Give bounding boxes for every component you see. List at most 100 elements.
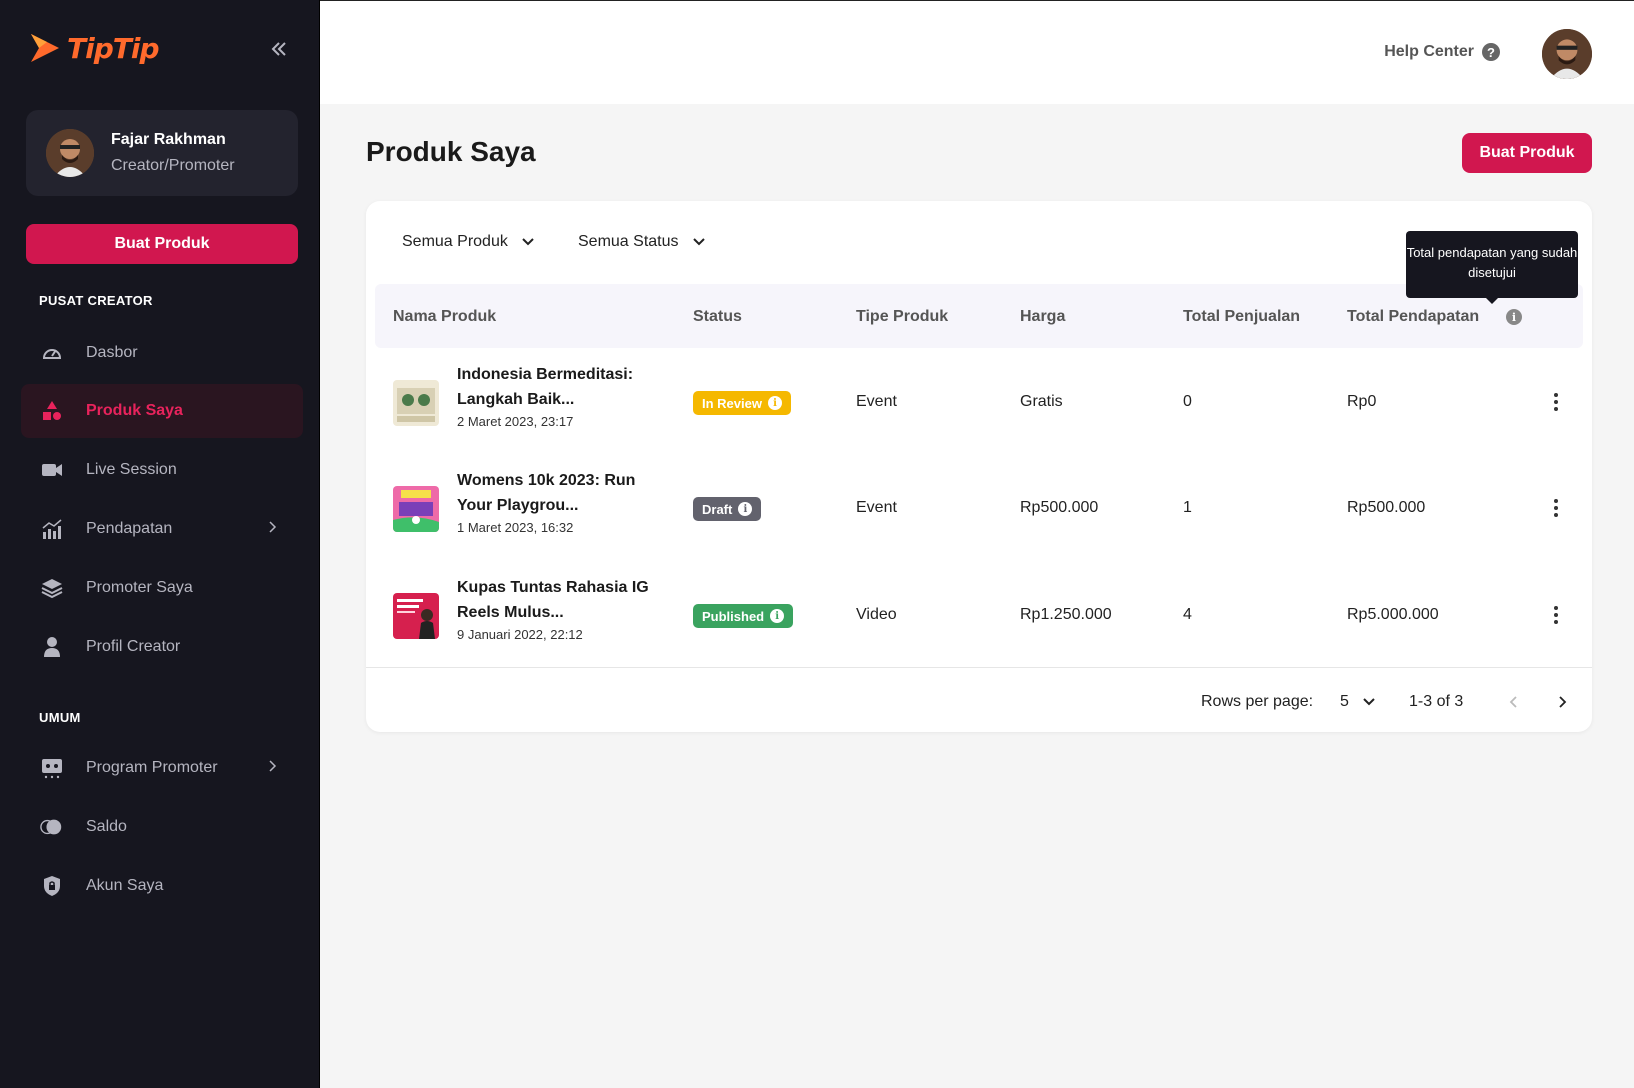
sidebar-item-label: Pendapatan (86, 520, 173, 537)
product-sales: 4 (1183, 606, 1192, 623)
sidebar-item-pendapatan[interactable]: Pendapatan (21, 502, 303, 556)
status-badge[interactable]: Draft i (693, 497, 762, 521)
sidebar-item-label: Dasbor (86, 344, 138, 361)
row-menu-button[interactable] (1544, 390, 1568, 414)
rows-per-page-value: 5 (1340, 693, 1349, 710)
sidebar-item-promoter-saya[interactable]: Promoter Saya (21, 561, 303, 615)
chevron-right-icon (1559, 696, 1567, 708)
user-avatar[interactable] (1542, 29, 1592, 79)
product-revenue: Rp0 (1347, 393, 1377, 410)
product-name[interactable]: Womens 10k 2023: Run Your Playgrou... (457, 468, 667, 518)
status-filter-dropdown[interactable]: Semua Status (578, 233, 707, 251)
product-price: Rp500.000 (1020, 499, 1099, 516)
product-name-line2: Your Playgrou... (457, 497, 579, 514)
product-sales: 0 (1183, 393, 1192, 410)
sidebar-item-profil-creator[interactable]: Profil Creator (21, 620, 303, 674)
product-thumbnail (393, 593, 439, 639)
sidebar-item-label: Program Promoter (86, 759, 218, 776)
sidebar-item-label: Saldo (86, 818, 127, 835)
product-name[interactable]: Indonesia Bermeditasi: Langkah Baik... (457, 362, 667, 412)
sidebar-item-program-promoter[interactable]: Program Promoter (21, 741, 303, 795)
lock-shield-icon (40, 874, 64, 898)
status-badge-label: Draft (702, 501, 733, 517)
product-date: 9 Januari 2022, 22:12 (457, 627, 583, 642)
sidebar-item-produk-saya[interactable]: Produk Saya (21, 384, 303, 438)
avatar (46, 129, 94, 177)
table-row[interactable]: Kupas Tuntas Rahasia IG Reels Mulus... 9 … (366, 563, 1592, 669)
product-type: Event (856, 499, 897, 516)
status-badge-label: Published (702, 608, 765, 624)
brand-name: TipTip (67, 31, 159, 65)
product-sales: 1 (1183, 499, 1192, 516)
bar-chart-icon (40, 517, 64, 541)
profile-role: Creator/Promoter (111, 157, 235, 174)
help-center-label: Help Center (1384, 43, 1474, 60)
sidebar-item-live-session[interactable]: Live Session (21, 443, 303, 497)
layers-icon (40, 576, 64, 600)
row-menu-button[interactable] (1544, 496, 1568, 520)
previous-page-button[interactable] (1502, 690, 1526, 714)
product-thumbnail (393, 380, 439, 426)
sidebar-item-dasbor[interactable]: Dasbor (21, 326, 303, 380)
chevron-down-icon (692, 238, 705, 246)
table-row[interactable]: Womens 10k 2023: Run Your Playgrou... 1 M… (366, 456, 1592, 562)
sidebar-item-label: Akun Saya (86, 877, 164, 894)
product-date: 1 Maret 2023, 16:32 (457, 520, 574, 535)
pagination-range: 1-3 of 3 (1409, 693, 1464, 710)
column-header-sales[interactable]: Total Penjualan (1183, 308, 1301, 325)
table-divider (366, 667, 1592, 668)
kebab-menu-icon (1554, 393, 1558, 411)
sidebar-item-saldo[interactable]: Saldo (21, 800, 303, 854)
product-name-line1: Indonesia Bermeditasi: (457, 366, 634, 383)
rows-per-page-label: Rows per page: (1201, 693, 1314, 710)
column-header-price[interactable]: Harga (1020, 308, 1066, 325)
profile-name: Fajar Rakhman (111, 131, 226, 148)
video-camera-icon (40, 458, 64, 482)
create-product-button[interactable]: Buat Produk (1462, 133, 1592, 173)
question-icon: ? (1482, 43, 1500, 61)
product-name-line1: Kupas Tuntas Rahasia IG (457, 579, 649, 596)
sidebar: TipTip Fajar Rakhman Creator/Promoter Bu… (0, 0, 320, 1088)
speedometer-icon (40, 341, 64, 365)
sidebar-create-product-button[interactable]: Buat Produk (26, 224, 298, 264)
chevron-down-icon (522, 238, 534, 246)
sidebar-item-label: Profil Creator (86, 638, 181, 655)
table-row[interactable]: Indonesia Bermeditasi: Langkah Baik... 2 … (366, 350, 1592, 456)
product-filter-value: Semua Produk (402, 233, 508, 250)
next-page-button[interactable] (1550, 690, 1574, 714)
chevron-right-icon (269, 760, 277, 772)
double-chevron-left-icon (271, 42, 286, 56)
chevron-down-icon (1363, 698, 1375, 706)
coins-icon (40, 815, 64, 839)
product-price: Rp1.250.000 (1020, 606, 1112, 623)
info-icon[interactable]: i (1506, 309, 1522, 325)
product-name[interactable]: Kupas Tuntas Rahasia IG Reels Mulus... (457, 575, 667, 625)
column-header-revenue[interactable]: Total Pendapatan (1347, 308, 1480, 325)
status-badge-label: In Review (702, 395, 762, 411)
promoter-icon (40, 756, 64, 780)
sidebar-item-akun-saya[interactable]: Akun Saya (21, 859, 303, 913)
shapes-icon (40, 399, 64, 423)
revenue-tooltip: Total pendapatan yang sudah disetujui (1406, 231, 1578, 304)
table-header: Nama Produk Status Tipe Produk Harga Tot… (375, 284, 1583, 348)
product-type: Video (856, 606, 897, 623)
kebab-menu-icon (1554, 499, 1558, 517)
column-header-status[interactable]: Status (693, 308, 742, 325)
column-header-type[interactable]: Tipe Produk (856, 308, 949, 325)
page-title: Produk Saya (366, 136, 536, 167)
person-icon (40, 635, 64, 659)
product-filter-dropdown[interactable]: Semua Produk (402, 233, 536, 251)
info-icon: i (770, 609, 785, 623)
status-badge[interactable]: In Review i (693, 391, 791, 415)
column-header-name[interactable]: Nama Produk (393, 308, 497, 325)
top-bar: Help Center ? (320, 0, 1634, 104)
collapse-sidebar-button[interactable] (266, 36, 292, 62)
brand-logo[interactable]: TipTip (27, 30, 159, 66)
help-center-link[interactable]: Help Center ? (1384, 43, 1500, 61)
rows-per-page-select[interactable]: 5 (1340, 693, 1377, 711)
profile-card[interactable]: Fajar Rakhman Creator/Promoter (26, 110, 298, 196)
product-name-line2: Langkah Baik... (457, 391, 575, 408)
status-badge[interactable]: Published i (693, 604, 794, 628)
row-menu-button[interactable] (1544, 603, 1568, 627)
kebab-menu-icon (1554, 606, 1558, 624)
